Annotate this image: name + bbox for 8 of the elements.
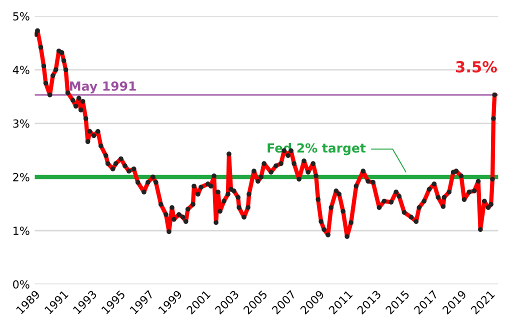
y-tick-label: 2% [13,172,30,182]
y-tick-label: 3% [13,119,30,128]
annotation: 3.5% [456,61,497,73]
y-tick-label: 4% [12,66,30,74]
ref-line-label: May 1991 [70,81,136,94]
y-tick-label: 1% [14,226,30,235]
y-tick-label: 5% [13,12,30,21]
y-tick-label: 0% [13,280,30,289]
